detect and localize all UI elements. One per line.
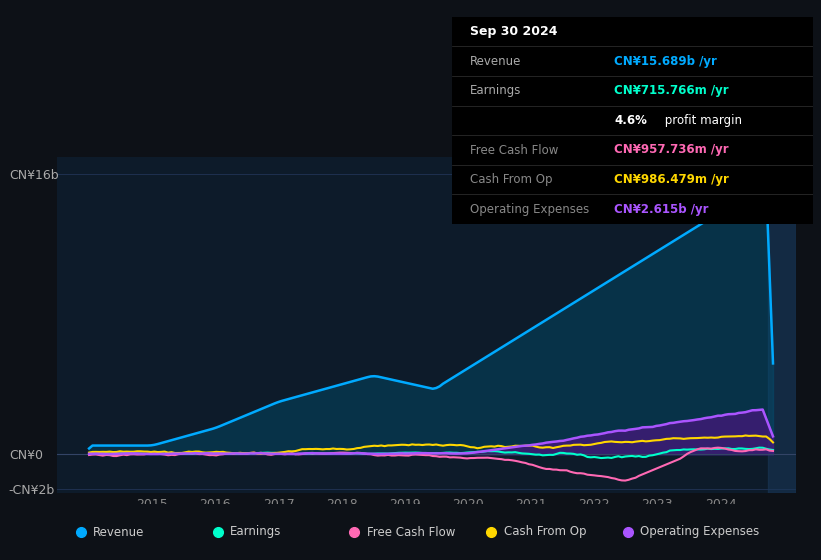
Text: CN¥715.766m /yr: CN¥715.766m /yr bbox=[614, 85, 729, 97]
Text: 4.6%: 4.6% bbox=[614, 114, 647, 127]
Text: CN¥2.615b /yr: CN¥2.615b /yr bbox=[614, 203, 709, 216]
Bar bbox=[768, 157, 796, 493]
Text: Free Cash Flow: Free Cash Flow bbox=[367, 525, 455, 539]
Text: Revenue: Revenue bbox=[470, 55, 521, 68]
Text: profit margin: profit margin bbox=[661, 114, 742, 127]
Text: Operating Expenses: Operating Expenses bbox=[640, 525, 759, 539]
Text: CN¥986.479m /yr: CN¥986.479m /yr bbox=[614, 173, 729, 186]
Text: Revenue: Revenue bbox=[93, 525, 144, 539]
Text: Earnings: Earnings bbox=[230, 525, 282, 539]
Text: Sep 30 2024: Sep 30 2024 bbox=[470, 25, 557, 38]
Text: Free Cash Flow: Free Cash Flow bbox=[470, 143, 558, 156]
Text: Earnings: Earnings bbox=[470, 85, 521, 97]
Text: CN¥15.689b /yr: CN¥15.689b /yr bbox=[614, 55, 717, 68]
Text: Operating Expenses: Operating Expenses bbox=[470, 203, 589, 216]
Text: Cash From Op: Cash From Op bbox=[470, 173, 552, 186]
Text: CN¥957.736m /yr: CN¥957.736m /yr bbox=[614, 143, 729, 156]
Text: Cash From Op: Cash From Op bbox=[503, 525, 586, 539]
